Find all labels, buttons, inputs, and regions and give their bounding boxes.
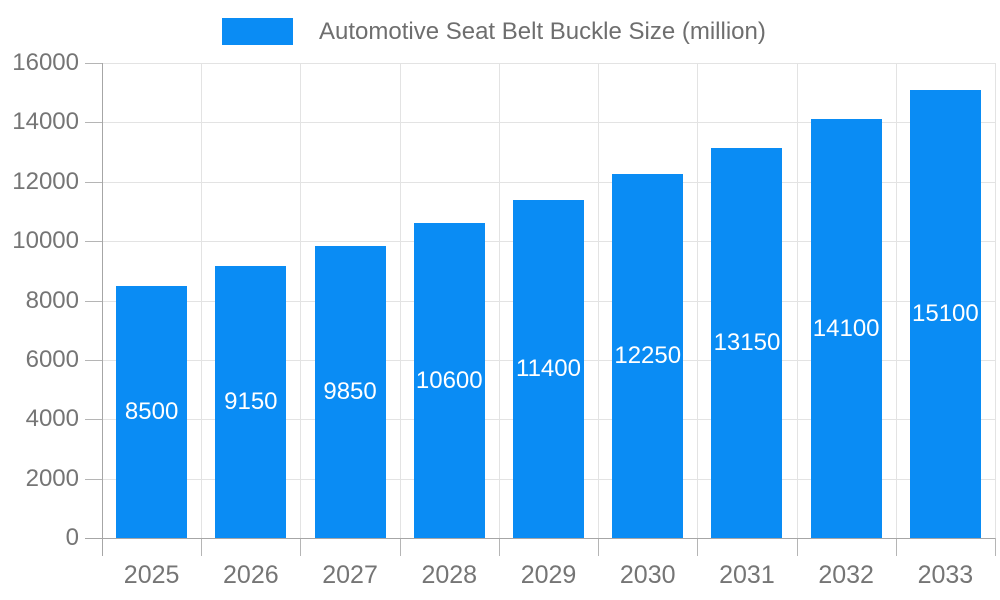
y-axis-label: 14000 <box>12 108 79 136</box>
bar-value-label: 12250 <box>614 342 682 370</box>
x-grid-line <box>300 63 302 538</box>
legend-series-label: Automotive Seat Belt Buckle Size (millio… <box>319 17 766 45</box>
y-axis-tick <box>85 241 102 243</box>
y-axis-tick <box>85 122 102 124</box>
bar-value-label: 14100 <box>812 314 880 342</box>
y-axis-label: 16000 <box>12 49 79 76</box>
x-grid-line <box>796 63 798 538</box>
bar <box>513 199 584 538</box>
y-grid-line <box>102 63 995 64</box>
y-axis-tick <box>85 181 102 183</box>
y-axis-tick <box>85 419 102 421</box>
x-axis-tick <box>895 538 897 556</box>
y-axis-label: 2000 <box>25 464 79 492</box>
bar-value-label: 13150 <box>713 328 781 356</box>
x-axis-tick <box>796 538 798 556</box>
bar <box>413 223 485 538</box>
x-axis-line <box>85 538 995 539</box>
x-axis-tick <box>399 538 401 556</box>
y-axis-tick <box>85 63 102 64</box>
x-axis-label: 2031 <box>719 561 775 589</box>
y-axis-label: 10000 <box>12 227 79 255</box>
y-axis-tick <box>85 359 102 361</box>
bar <box>215 266 287 538</box>
x-axis-label: 2029 <box>520 561 577 589</box>
x-axis-label: 2026 <box>223 561 279 589</box>
x-axis-label: 2032 <box>818 561 874 589</box>
x-axis-tick <box>995 538 996 556</box>
x-grid-line <box>995 63 996 538</box>
x-grid-line <box>498 63 500 538</box>
x-axis-label: 2028 <box>421 561 478 589</box>
x-axis-tick <box>697 538 699 556</box>
bar <box>612 174 684 538</box>
y-axis-label: 0 <box>65 524 79 551</box>
bar-value-label: 11400 <box>516 354 581 382</box>
bar-value-label: 9150 <box>224 388 278 416</box>
bar <box>314 245 386 538</box>
x-grid-line <box>697 63 699 538</box>
y-axis-label: 4000 <box>25 405 79 433</box>
x-axis-label: 2025 <box>123 561 180 589</box>
x-grid-line <box>598 63 600 538</box>
x-axis-tick <box>498 538 500 556</box>
bar <box>909 89 981 538</box>
bar-value-label: 8500 <box>124 397 179 425</box>
x-grid-line <box>201 63 203 538</box>
y-axis-tick <box>85 300 102 302</box>
x-axis-tick <box>300 538 302 556</box>
y-axis-label: 8000 <box>25 286 79 314</box>
y-axis-tick <box>85 478 102 480</box>
y-grid-line <box>102 181 995 183</box>
x-axis-label: 2027 <box>322 561 378 589</box>
bar <box>711 147 783 538</box>
x-grid-line <box>895 63 897 538</box>
y-axis-line <box>102 63 103 556</box>
legend: Automotive Seat Belt Buckle Size (millio… <box>222 18 766 45</box>
bar-value-label: 10600 <box>415 366 483 394</box>
x-axis-tick <box>598 538 600 556</box>
bar-value-label: 9850 <box>323 377 377 405</box>
bar <box>810 119 882 538</box>
legend-swatch <box>222 18 293 45</box>
y-axis-label: 12000 <box>12 167 79 195</box>
y-grid-line <box>102 122 995 124</box>
x-axis-tick <box>201 538 203 556</box>
x-axis-label: 2030 <box>619 561 676 589</box>
x-grid-line <box>399 63 401 538</box>
x-axis-label: 2033 <box>917 561 974 589</box>
bar-value-label: 15100 <box>912 299 979 327</box>
bar <box>116 285 188 538</box>
y-axis-label: 6000 <box>25 345 79 373</box>
